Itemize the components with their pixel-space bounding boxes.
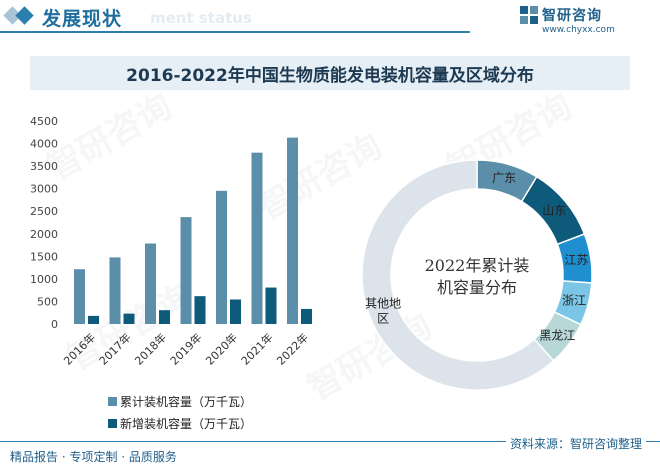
slice-label: 黑龙江: [539, 328, 575, 342]
slice-label: 其他地: [365, 296, 401, 310]
bar-new: [230, 299, 241, 324]
footer-tagline: 精品报告 · 专项定制 · 品质服务: [10, 450, 177, 464]
bar-cumulative: [74, 269, 85, 324]
section-subtitle: ment status: [150, 9, 252, 27]
logo-icon: [520, 6, 538, 24]
donut-slice: [361, 159, 555, 391]
bar-new: [123, 313, 135, 324]
logo-name: 智研咨询: [542, 8, 602, 24]
x-tick-label: 2016年: [61, 330, 98, 367]
section-title: 发展现状: [42, 8, 123, 30]
y-tick-label: 0: [51, 318, 58, 331]
x-tick-label: 2022年: [274, 330, 311, 367]
logo-url: www.chyxx.com: [542, 25, 615, 35]
footer-source: 资料来源：智研咨询整理: [505, 435, 646, 452]
slice-label: 浙江: [562, 294, 586, 308]
chart-title-bar: 2016-2022年中国生物质能发电装机容量及区域分布: [30, 56, 630, 90]
y-tick-label: 1500: [30, 250, 58, 263]
y-tick-label: 2500: [30, 205, 58, 218]
y-tick-label: 1000: [30, 273, 58, 286]
bar-cumulative: [216, 190, 227, 324]
header-divider: [0, 31, 470, 33]
legend-label: 累计装机容量（万千瓦）: [120, 394, 253, 409]
y-tick-label: 4500: [30, 115, 58, 128]
bar-new: [159, 310, 170, 324]
y-tick-label: 2000: [30, 228, 58, 241]
x-tick-label: 2018年: [132, 330, 169, 367]
section-header: ment status 发展现状 智研咨询 www.chyxx.com: [0, 0, 660, 40]
x-tick-label: 2017年: [96, 330, 133, 367]
footer-divider: [0, 441, 660, 442]
slice-label: 山东: [542, 204, 566, 218]
slice-label: 江苏: [564, 253, 588, 267]
y-tick-label: 3000: [30, 183, 58, 196]
legend-item-new: 新增装机容量（万千瓦）: [108, 412, 252, 434]
x-tick-label: 2019年: [167, 330, 204, 367]
legend-swatch: [108, 396, 117, 406]
bar-cumulative: [251, 152, 263, 324]
bar-cumulative: [145, 243, 156, 324]
x-tick-label: 2021年: [238, 330, 275, 367]
slice-label: 区: [377, 311, 389, 325]
legend-item-cumulative: 累计装机容量（万千瓦）: [108, 390, 252, 412]
bar-new: [301, 308, 312, 324]
brand-logo: 智研咨询 www.chyxx.com: [520, 4, 640, 38]
donut-center-label: 2022年累计装: [425, 256, 530, 275]
bar-cumulative: [287, 137, 298, 324]
legend-label: 新增装机容量（万千瓦）: [120, 416, 253, 431]
bar-new: [265, 287, 277, 324]
y-tick-label: 3500: [30, 160, 58, 173]
bar-new: [88, 315, 99, 324]
bar-cumulative: [180, 217, 192, 324]
bar-legend: 累计装机容量（万千瓦） 新增装机容量（万千瓦）: [108, 390, 252, 434]
chart-title: 2016-2022年中国生物质能发电装机容量及区域分布: [126, 65, 534, 86]
donut-center-label: 机容量分布: [437, 278, 517, 297]
y-tick-label: 4000: [30, 138, 58, 151]
x-tick-label: 2020年: [203, 330, 240, 367]
y-tick-label: 500: [37, 295, 58, 308]
bar-cumulative: [109, 257, 121, 324]
bar-new: [194, 296, 206, 324]
slice-label: 广东: [492, 171, 516, 185]
legend-swatch: [108, 418, 117, 428]
